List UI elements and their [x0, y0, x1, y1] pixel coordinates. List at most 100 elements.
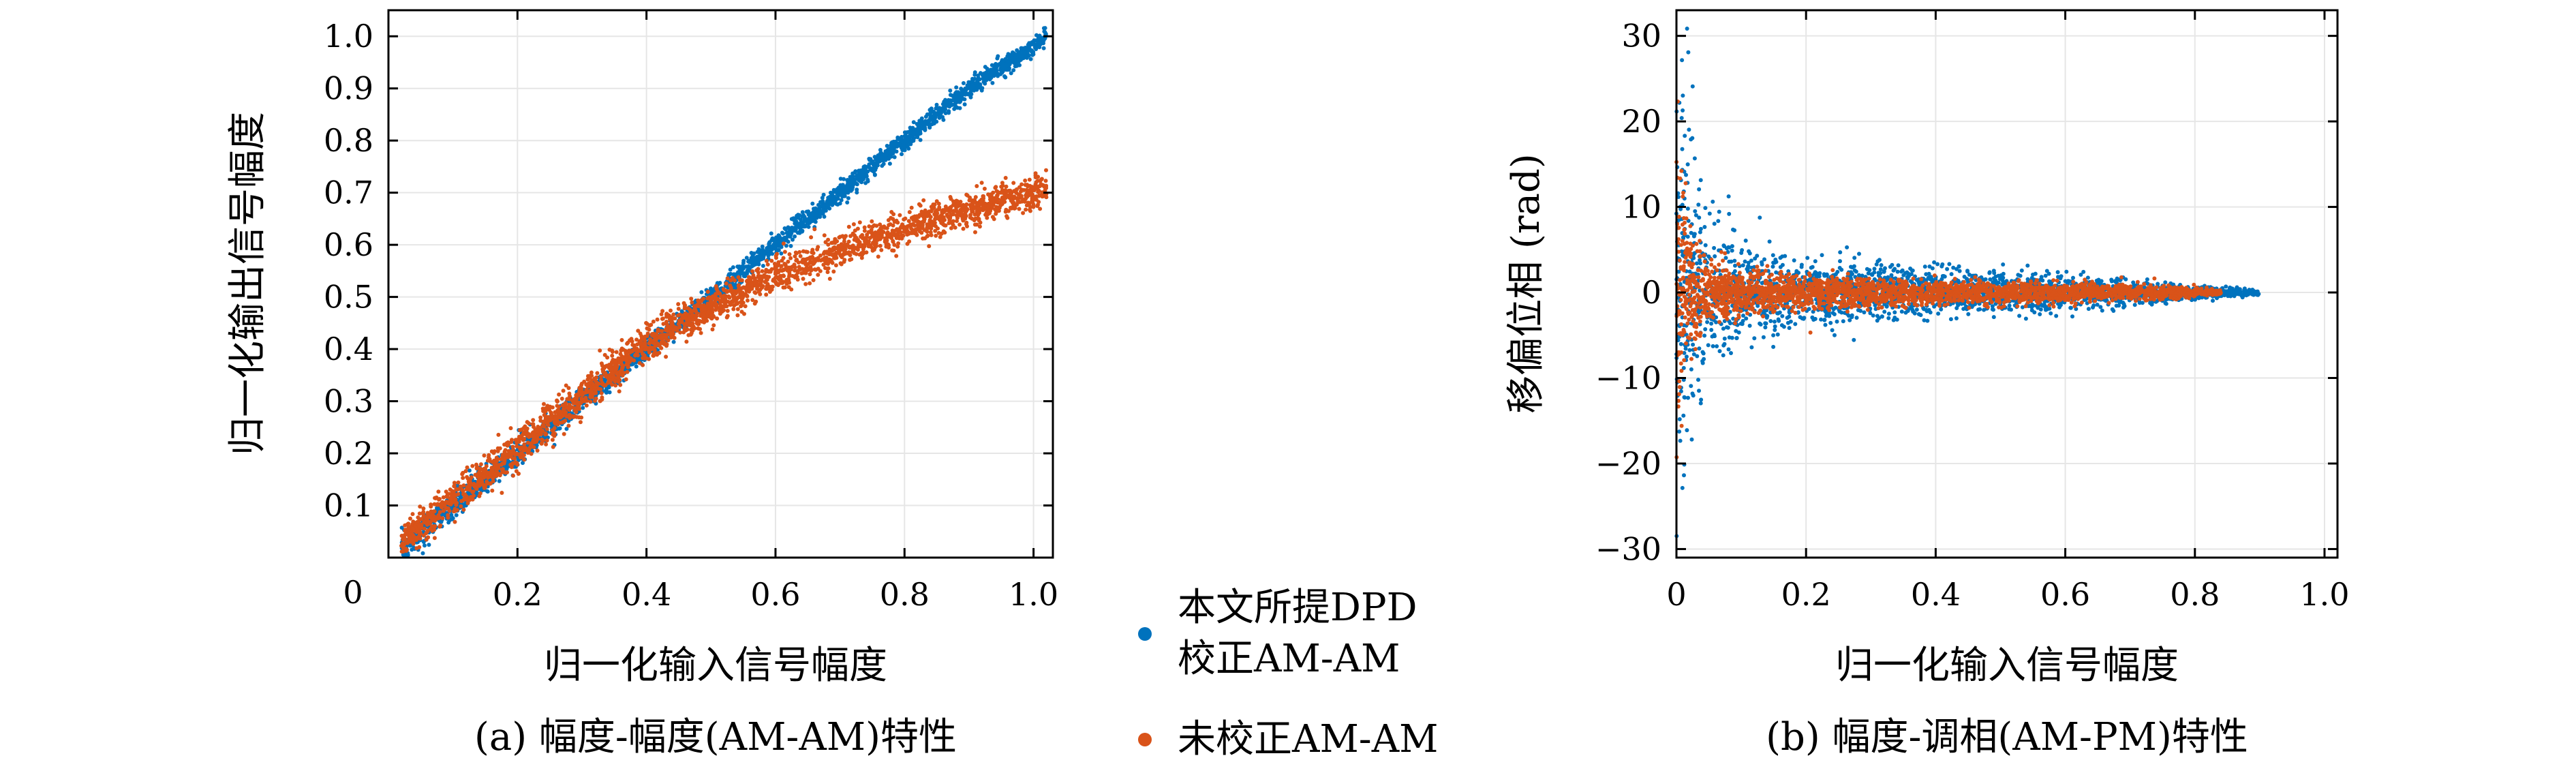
data-point: [701, 312, 706, 316]
data-point: [981, 76, 985, 81]
data-point: [960, 217, 965, 222]
data-point: [709, 286, 713, 291]
data-point: [441, 495, 446, 500]
data-point: [987, 77, 992, 82]
data-point: [940, 106, 945, 110]
data-point: [771, 278, 776, 283]
data-point: [1009, 71, 1013, 76]
data-point: [1033, 175, 1038, 180]
data-point: [1035, 204, 1040, 209]
data-point: [816, 245, 821, 249]
data-point: [669, 308, 673, 313]
data-point: [913, 127, 917, 132]
data-point: [404, 549, 409, 553]
data-point: [724, 281, 729, 286]
data-point: [772, 239, 777, 243]
data-point: [791, 237, 795, 242]
data-point: [761, 264, 765, 268]
data-point: [582, 379, 587, 384]
data-point: [503, 448, 508, 453]
data-point: [454, 513, 459, 517]
data-point: [568, 394, 572, 399]
data-point: [811, 278, 816, 282]
data-point: [739, 303, 744, 308]
data-point: [480, 482, 485, 487]
data-point: [752, 290, 757, 294]
data-point: [990, 71, 994, 76]
data-point: [557, 426, 562, 431]
data-point: [855, 174, 859, 179]
data-point: [600, 397, 604, 401]
data-point: [925, 112, 930, 117]
data-point: [420, 551, 425, 556]
data-point: [938, 114, 942, 119]
data-point: [987, 211, 992, 215]
data-point: [919, 209, 924, 214]
data-point: [725, 276, 730, 281]
data-point: [963, 91, 968, 95]
data-point: [822, 209, 827, 213]
data-point: [966, 80, 971, 85]
data-point: [972, 72, 977, 77]
data-point: [731, 295, 736, 300]
data-point: [460, 472, 465, 476]
data-point: [531, 422, 536, 427]
data-point: [1004, 184, 1009, 189]
data-point: [870, 219, 874, 224]
data-point: [709, 316, 714, 321]
data-point: [895, 141, 900, 146]
data-point: [495, 466, 500, 471]
data-point: [438, 510, 442, 515]
data-point: [942, 230, 947, 235]
data-point: [1034, 194, 1039, 199]
data-point: [550, 428, 555, 433]
data-point: [925, 233, 930, 238]
data-point: [959, 87, 964, 91]
data-point: [510, 444, 515, 449]
data-point: [604, 374, 608, 378]
data-point: [630, 349, 634, 354]
data-point: [690, 300, 694, 305]
data-point: [964, 220, 969, 225]
data-point: [952, 106, 957, 111]
data-point: [657, 335, 662, 340]
data-point: [720, 309, 724, 314]
data-point: [947, 210, 952, 214]
data-point: [918, 130, 923, 134]
data-point: [788, 243, 793, 248]
data-point: [789, 217, 794, 222]
data-point: [789, 226, 794, 230]
data-point: [995, 56, 1000, 61]
data-point: [851, 222, 856, 226]
data-point: [1014, 63, 1019, 68]
data-point: [976, 73, 981, 78]
data-point: [1023, 183, 1028, 187]
data-point: [872, 223, 876, 228]
data-point: [861, 164, 866, 169]
data-point: [761, 254, 766, 259]
data-point: [584, 403, 589, 408]
data-point: [780, 237, 784, 241]
data-point: [762, 273, 767, 277]
data-point: [909, 215, 914, 220]
data-point: [867, 224, 872, 229]
data-point: [921, 198, 926, 202]
data-point: [973, 216, 978, 221]
data-point: [511, 473, 515, 478]
data-point: [733, 285, 737, 289]
data-point: [450, 517, 455, 521]
data-point: [435, 502, 440, 506]
data-point: [810, 213, 814, 217]
data-point: [637, 361, 642, 365]
data-point: [950, 93, 955, 98]
data-point: [953, 91, 957, 95]
data-point: [811, 218, 816, 223]
data-point: [796, 213, 801, 217]
data-point: [962, 97, 967, 102]
data-point: [752, 301, 757, 306]
data-point: [557, 392, 562, 397]
data-point: [917, 119, 922, 123]
data-point: [659, 346, 664, 350]
data-point: [1044, 168, 1048, 172]
